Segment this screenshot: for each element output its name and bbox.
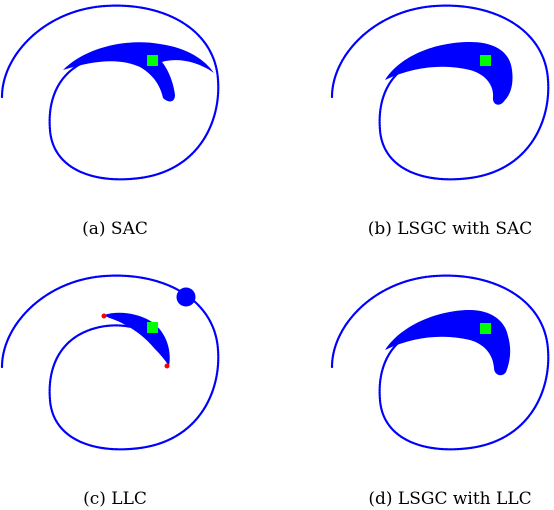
spiral-curve (330, 4, 550, 181)
segmented-region (63, 42, 214, 102)
panel-lsgc-sac (330, 0, 554, 181)
panel-lsgc-llc (330, 270, 554, 451)
panel-sac (0, 0, 226, 181)
caption-sac: (a) SAC (82, 219, 148, 239)
seed-marker (480, 55, 491, 66)
blob-marker (176, 287, 196, 307)
endpoint-marker (101, 313, 107, 319)
seed-marker (147, 322, 158, 333)
spiral-curve (0, 4, 220, 181)
segmented-region (385, 42, 513, 105)
segmented-region (385, 310, 511, 376)
caption-llc: (c) LLC (83, 489, 147, 509)
panel-llc (0, 270, 226, 451)
seed-marker (480, 323, 491, 334)
seed-marker (147, 55, 158, 66)
segmentation-figure-lsgc-llc (330, 274, 550, 451)
caption-lsgc-sac: (b) LSGC with SAC (367, 219, 533, 239)
caption-lsgc-llc: (d) LSGC with LLC (368, 489, 532, 509)
endpoint-marker (164, 363, 170, 369)
segmentation-figure-lsgc-sac (330, 4, 550, 181)
spiral-curve (330, 274, 550, 451)
segmented-region (104, 312, 170, 366)
segmentation-figure-sac (0, 4, 220, 181)
segmentation-figure-llc (0, 274, 220, 451)
